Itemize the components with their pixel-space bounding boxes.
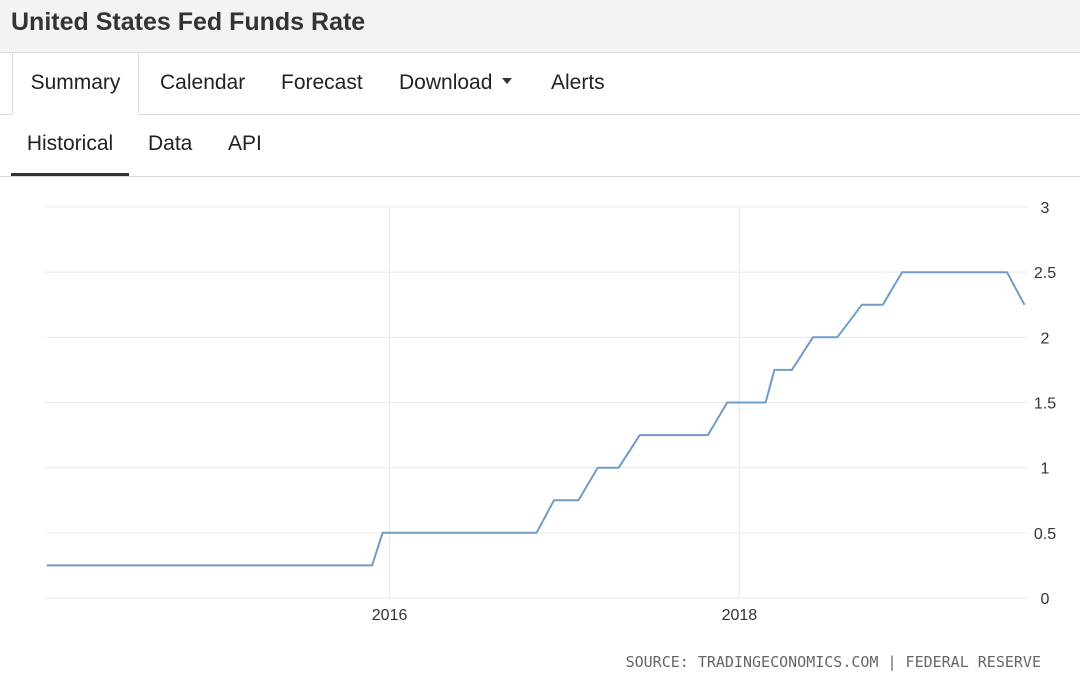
tab-summary[interactable]: Summary bbox=[12, 53, 139, 115]
sub-tabs: Historical Data API bbox=[0, 115, 1080, 177]
y-axis-ticks: 0 0.5 1 1.5 2 2.5 3 bbox=[1034, 200, 1056, 608]
tab-forecast[interactable]: Forecast bbox=[281, 71, 363, 94]
y-tick-label: 2.5 bbox=[1034, 265, 1056, 282]
tab-calendar[interactable]: Calendar bbox=[160, 71, 246, 94]
y-tick-label: 1.5 bbox=[1034, 396, 1056, 413]
tab-download-label: Download bbox=[399, 71, 493, 94]
y-tick-label: 2 bbox=[1041, 330, 1050, 347]
main-tabs: Summary Calendar Forecast Download Alert… bbox=[0, 53, 1080, 115]
subtab-api[interactable]: API bbox=[228, 132, 262, 155]
tab-download[interactable]: Download bbox=[399, 53, 513, 115]
page-title: United States Fed Funds Rate bbox=[11, 8, 366, 36]
y-tick-label: 0 bbox=[1041, 591, 1050, 608]
chart-grid bbox=[45, 206, 1028, 599]
y-tick-label: 3 bbox=[1041, 200, 1050, 217]
title-bar: United States Fed Funds Rate bbox=[0, 0, 1080, 53]
series-layer bbox=[46, 271, 1026, 567]
caret-down-icon bbox=[502, 78, 513, 85]
fed-funds-rate-chart[interactable]: 0 0.5 1 1.5 2 2.5 3 2016 2018 SOURCE: TRADINGEC… bbox=[0, 177, 1080, 684]
fed-funds-rate-line[interactable] bbox=[46, 271, 1026, 567]
tab-alerts[interactable]: Alerts bbox=[551, 71, 605, 94]
x-tick-label: 2016 bbox=[372, 607, 408, 624]
y-tick-label: 1 bbox=[1041, 461, 1050, 478]
x-axis-ticks: 2016 2018 bbox=[372, 607, 758, 624]
subtab-data[interactable]: Data bbox=[148, 132, 193, 155]
source-credit: SOURCE: TRADINGECONOMICS.COM | FEDERAL R… bbox=[626, 653, 1041, 671]
x-tick-label: 2018 bbox=[722, 607, 758, 624]
y-tick-label: 0.5 bbox=[1034, 526, 1056, 543]
subtab-historical[interactable]: Historical bbox=[11, 115, 129, 176]
